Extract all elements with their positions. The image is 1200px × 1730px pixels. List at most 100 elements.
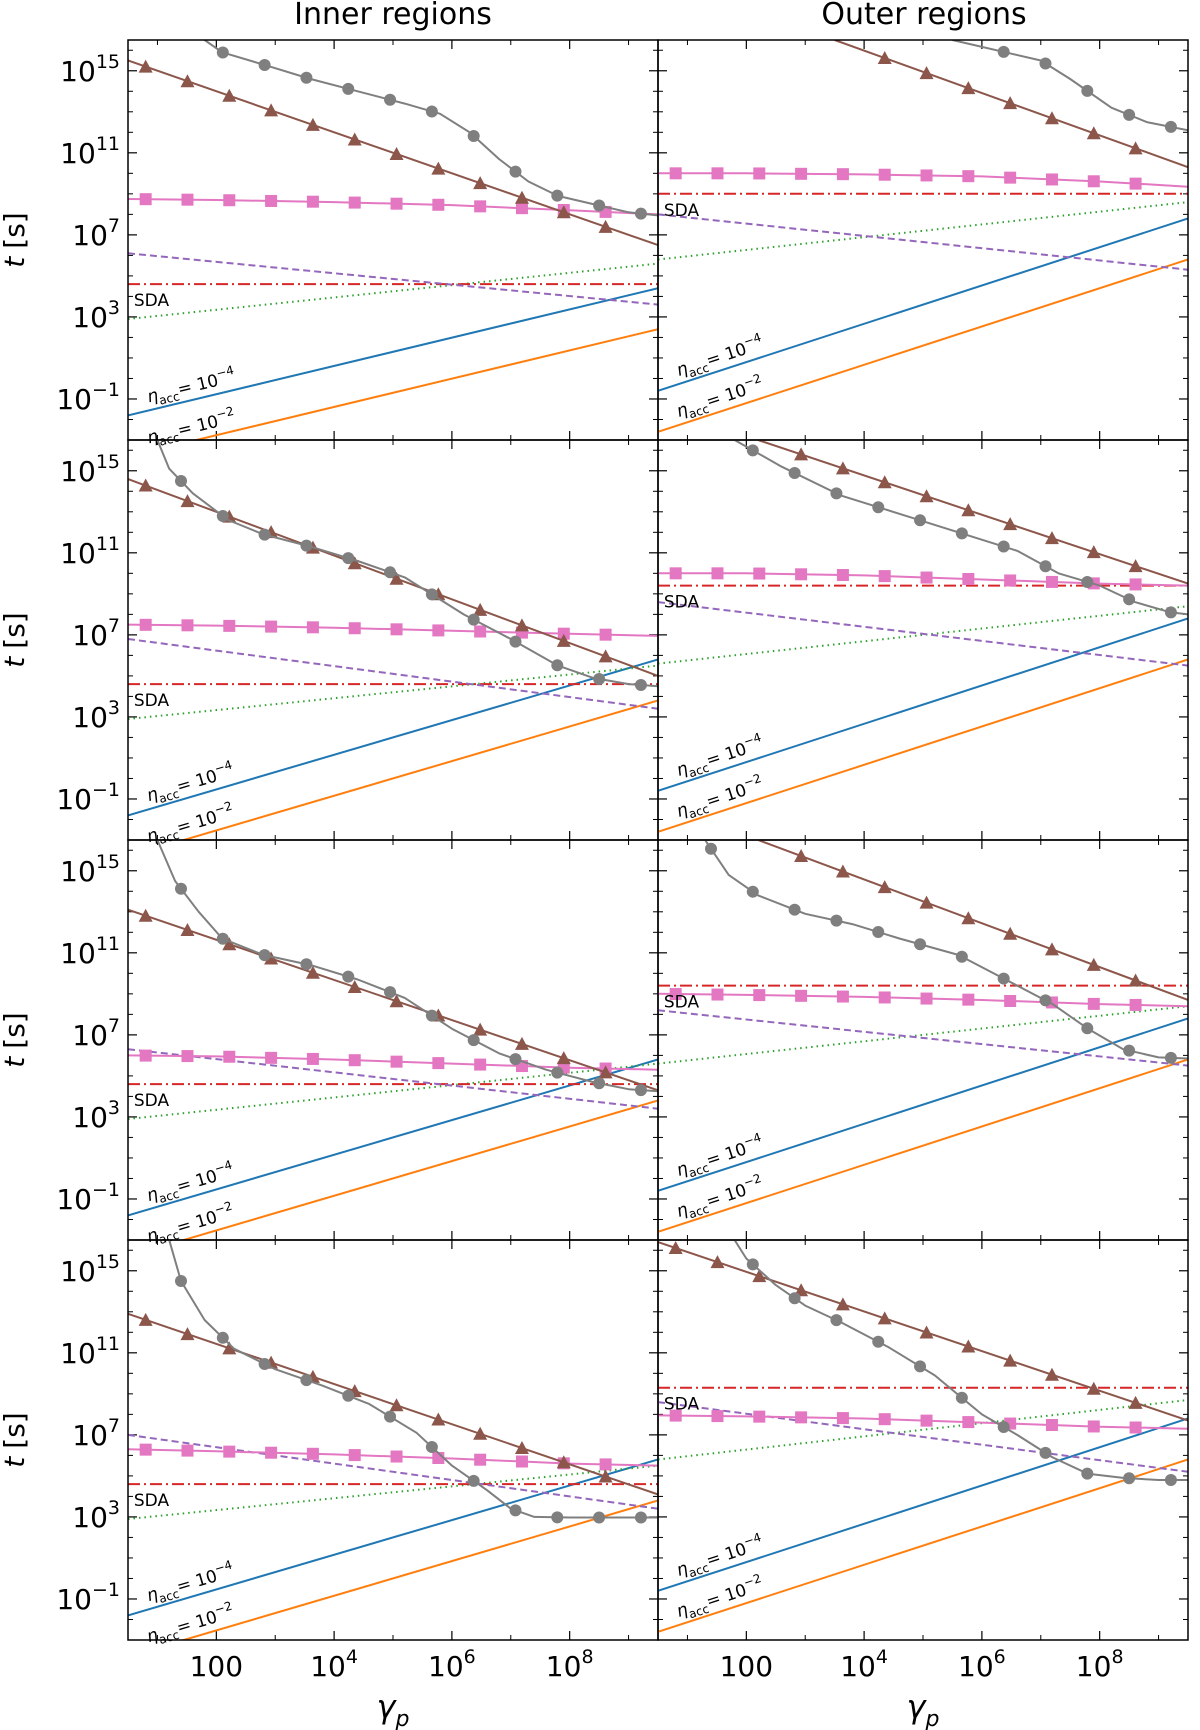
x-tick-exp: 6	[464, 1646, 476, 1668]
marker-square-pink	[390, 1055, 403, 1068]
eta-sub: acc	[157, 1628, 181, 1647]
marker-circle-gray	[467, 1034, 480, 1047]
y-tick-exp: 3	[108, 1497, 120, 1519]
marker-circle-gray	[175, 882, 187, 895]
series-group	[128, 440, 658, 840]
marker-circle-gray	[300, 958, 313, 971]
eta-eq: = 10	[704, 1580, 749, 1612]
y-tick-base: 10	[60, 55, 96, 88]
marker-triangle-brown	[431, 1412, 446, 1426]
x-axis-label: γp	[907, 1688, 940, 1730]
marker-circle-gray	[258, 1357, 271, 1370]
marker-triangle-brown	[514, 1036, 529, 1050]
y-axis-label-unit: [s]	[0, 1412, 31, 1448]
marker-circle-gray	[634, 1511, 647, 1524]
panel-frame	[657, 1239, 1189, 1641]
marker-circle-gray	[467, 130, 480, 143]
marker-triangle-brown	[877, 475, 892, 489]
series-line-purple	[128, 638, 658, 710]
eta-exp: −2	[742, 1571, 763, 1590]
series-group	[658, 1240, 1188, 1633]
y-tick-base: 10	[72, 219, 108, 252]
x-tick-base: 10	[310, 1650, 346, 1683]
marker-triangle-brown	[389, 994, 404, 1008]
y-tick-label: 103	[72, 697, 120, 734]
x-tick-exp: 6	[994, 1646, 1006, 1668]
series-line-acc4	[658, 217, 1188, 392]
marker-circle-gray	[551, 1511, 564, 1524]
marker-triangle-brown	[919, 895, 934, 909]
series-line-acc4	[128, 1058, 658, 1217]
marker-circle-gray	[300, 71, 313, 84]
eta-exp: −2	[213, 1599, 234, 1617]
marker-circle-gray	[1039, 57, 1052, 70]
y-tick-base: 10	[56, 1583, 92, 1616]
marker-circle-gray	[997, 1421, 1010, 1434]
series-line-acc2	[180, 1099, 658, 1240]
marker-circle-gray	[1039, 560, 1052, 573]
marker-circle-gray	[1123, 593, 1136, 606]
series-line-gray	[204, 40, 658, 217]
marker-triangle-brown	[222, 1341, 237, 1355]
marker-square-pink	[711, 988, 724, 1001]
marker-circle-gray	[342, 552, 355, 565]
marker-circle-gray	[551, 189, 564, 202]
marker-square-pink	[711, 1410, 724, 1423]
x-tick-label: 104	[840, 1646, 888, 1683]
marker-circle-gray	[955, 1391, 968, 1404]
marker-triangle-brown	[347, 132, 362, 146]
y-tick-label: 103	[72, 1097, 120, 1134]
y-tick-exp: 7	[108, 215, 120, 237]
marker-triangle-brown	[1086, 545, 1101, 559]
y-axis-label-main: t	[0, 1456, 31, 1468]
sda-label: SDA	[134, 1091, 170, 1111]
y-axis-label: t [s]	[0, 1012, 31, 1067]
marker-square-pink	[920, 1414, 933, 1427]
marker-triangle-brown	[347, 979, 362, 993]
marker-circle-gray	[258, 949, 271, 962]
y-tick-base: 10	[72, 1101, 108, 1134]
marker-circle-gray	[1164, 1051, 1177, 1064]
marker-circle-gray	[300, 539, 313, 552]
marker-square-pink	[223, 194, 236, 207]
marker-square-pink	[348, 1054, 361, 1067]
series-line-brown	[128, 1312, 658, 1496]
x-axis-label: γp	[377, 1688, 410, 1730]
marker-circle-gray	[593, 1077, 606, 1090]
series-group	[658, 840, 1188, 1233]
marker-triangle-brown	[877, 880, 892, 894]
y-axis-label-main: t	[0, 256, 31, 268]
marker-square-pink	[474, 200, 487, 213]
eta-exp: −4	[213, 1558, 234, 1576]
marker-circle-gray	[342, 1389, 355, 1402]
marker-square-pink	[265, 1051, 278, 1064]
series-line-purple	[128, 252, 658, 306]
eta-exp: −4	[742, 330, 763, 349]
marker-square-pink	[669, 567, 682, 580]
marker-circle-gray	[258, 528, 271, 541]
marker-circle-gray	[1164, 1474, 1177, 1486]
marker-square-pink	[920, 169, 933, 182]
eta-sub: acc	[157, 787, 181, 806]
marker-square-pink	[1004, 171, 1017, 184]
marker-square-pink	[474, 1453, 487, 1466]
marker-square-pink	[962, 573, 975, 586]
marker-square-pink	[390, 197, 403, 210]
x-tick-label: 100	[190, 1650, 243, 1683]
marker-triangle-brown	[138, 908, 153, 922]
column-title-inner: Inner regions	[294, 0, 492, 32]
marker-circle-gray	[788, 466, 801, 479]
marker-square-pink	[878, 991, 891, 1004]
sda-label: SDA	[134, 1491, 170, 1511]
marker-triangle-brown	[1086, 1381, 1101, 1395]
marker-triangle-brown	[1044, 1367, 1059, 1381]
y-tick-label: 10−1	[56, 779, 120, 816]
marker-circle-gray	[997, 45, 1010, 58]
marker-square-pink	[1087, 1420, 1100, 1433]
marker-triangle-brown	[556, 633, 571, 647]
series-line-acc4	[128, 1458, 658, 1617]
marker-triangle-brown	[514, 618, 529, 632]
marker-square-pink	[711, 567, 724, 580]
x-tick-base: 10	[546, 1650, 582, 1683]
